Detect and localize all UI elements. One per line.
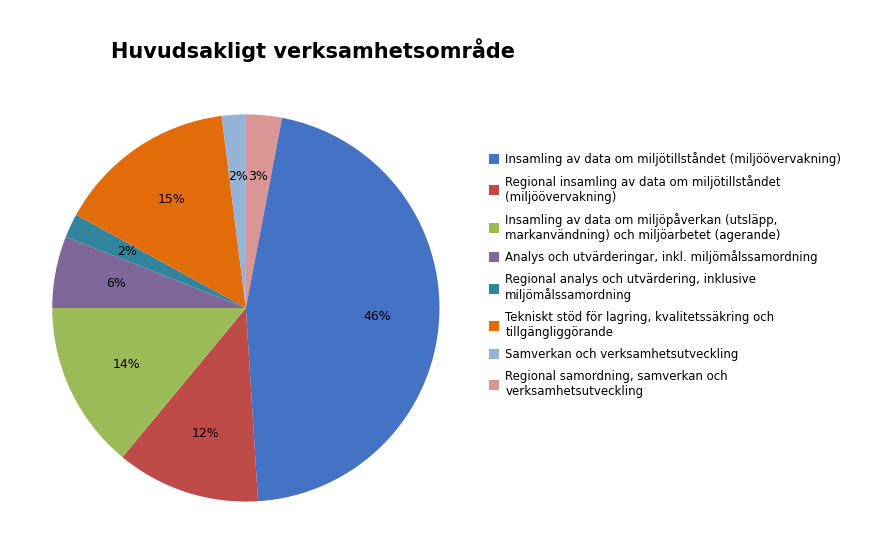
Text: 3%: 3%	[249, 170, 268, 184]
Wedge shape	[76, 116, 246, 308]
Text: 2%: 2%	[117, 245, 137, 258]
Wedge shape	[246, 118, 440, 501]
Wedge shape	[246, 114, 283, 308]
Wedge shape	[66, 214, 246, 308]
Text: 46%: 46%	[363, 310, 391, 323]
Text: 15%: 15%	[158, 192, 186, 206]
Text: Huvudsakligt verksamhetsområde: Huvudsakligt verksamhetsområde	[111, 39, 515, 62]
Text: 12%: 12%	[191, 427, 219, 439]
Text: 2%: 2%	[228, 170, 248, 183]
Text: 14%: 14%	[113, 358, 140, 371]
Wedge shape	[52, 308, 246, 457]
Text: 6%: 6%	[106, 277, 126, 290]
Legend: Insamling av data om miljötillståndet (miljöövervakning), Regional insamling av : Insamling av data om miljötillståndet (m…	[489, 152, 841, 398]
Wedge shape	[222, 114, 246, 308]
Wedge shape	[52, 236, 246, 308]
Wedge shape	[122, 308, 258, 502]
